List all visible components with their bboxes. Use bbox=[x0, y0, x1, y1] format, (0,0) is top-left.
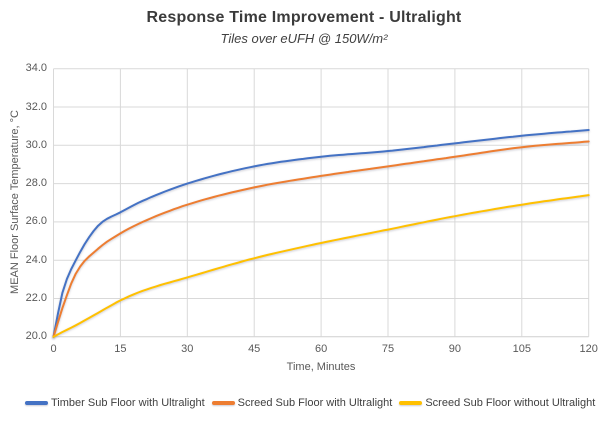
y-tick-label: 28.0 bbox=[25, 177, 47, 190]
x-tick-label: 45 bbox=[248, 343, 261, 355]
legend-label: Screed Sub Floor with Ultralight bbox=[237, 397, 393, 409]
chart-title: Response Time Improvement - Ultralight bbox=[146, 9, 462, 26]
y-tick-label: 24.0 bbox=[25, 253, 47, 266]
y-tick-label: 20.0 bbox=[25, 330, 47, 343]
x-tick-label: 90 bbox=[448, 343, 462, 355]
x-tick-label: 105 bbox=[512, 343, 531, 355]
legend-line-swatch bbox=[399, 401, 423, 405]
y-tick-label: 30.0 bbox=[25, 138, 47, 151]
y-tick-label: 22.0 bbox=[25, 292, 47, 304]
x-tick-label: 30 bbox=[181, 343, 194, 355]
x-axis-title: Time, Minutes bbox=[286, 361, 356, 373]
chart-subtitle: Tiles over eUFH @ 150W/m² bbox=[220, 31, 388, 46]
legend-label: Timber Sub Floor with Ultralight bbox=[51, 397, 205, 409]
legend-item: Screed Sub Floor without Ultralight bbox=[399, 397, 595, 409]
legend-item: Screed Sub Floor with Ultralight bbox=[211, 397, 393, 409]
legend-line-swatch bbox=[25, 401, 48, 405]
legend: Timber Sub Floor with Ultralight Screed S… bbox=[25, 397, 602, 409]
x-tick-label: 75 bbox=[381, 343, 395, 355]
legend-label: Screed Sub Floor without Ultralight bbox=[425, 397, 596, 409]
y-tick-label: 34.0 bbox=[25, 62, 47, 75]
y-tick-label: 26.0 bbox=[25, 215, 47, 228]
x-tick-label: 120 bbox=[579, 343, 598, 355]
x-tick-label: 15 bbox=[114, 343, 127, 355]
legend-item: Timber Sub Floor with Ultralight bbox=[25, 397, 205, 409]
series-lines bbox=[52, 129, 590, 338]
series-line-screed-sub-floor-without-ultralight bbox=[52, 194, 590, 338]
x-tick-label: 0 bbox=[50, 343, 57, 355]
gridlines bbox=[53, 68, 590, 338]
legend-line-swatch bbox=[211, 401, 235, 405]
series-line-screed-sub-floor-with-ultralight bbox=[52, 140, 590, 338]
y-tick-label: 32.0 bbox=[25, 100, 47, 113]
x-tick-label: 60 bbox=[314, 343, 328, 355]
series-line-timber-sub-floor-with-ultralight bbox=[52, 129, 590, 338]
